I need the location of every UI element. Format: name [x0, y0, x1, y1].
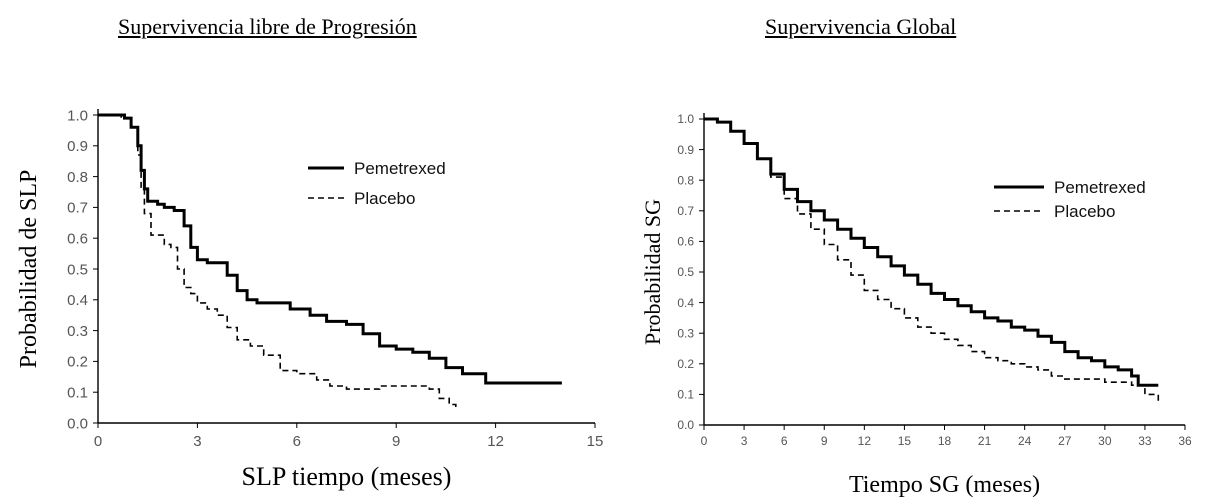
y-tick-label: 0.2 — [67, 354, 88, 371]
x-tick-label: 9 — [392, 433, 400, 450]
x-tick-label: 0 — [701, 434, 708, 448]
x-tick-label: 3 — [741, 434, 748, 448]
x-tick-label: 24 — [1018, 434, 1032, 448]
x-tick-label: 33 — [1138, 434, 1152, 448]
y-axis-title: Probabilidad de SLP — [16, 170, 42, 369]
x-tick-label: 0 — [94, 433, 102, 450]
x-tick-label: 6 — [293, 433, 301, 450]
y-tick-label: 0.2 — [677, 357, 694, 371]
x-tick-label: 9 — [821, 434, 828, 448]
x-tick-label: 6 — [781, 434, 788, 448]
y-tick-label: 1.0 — [677, 112, 694, 126]
y-tick-label: 0.5 — [677, 265, 694, 279]
y-tick-label: 0.7 — [67, 200, 88, 217]
x-tick-label: 30 — [1098, 434, 1112, 448]
chart-slp: 0.0 0.1 0.2 0.3 0.4 0.5 0.6 0.7 0.8 0.9 1.0 0 3 6 9 12 1… — [16, 107, 603, 491]
chart-title-sg: Supervivencia Global — [765, 14, 957, 39]
x-tick-label: 12 — [487, 433, 504, 450]
legend-label-pemetrexed: Pemetrexed — [354, 159, 446, 178]
y-tick-label: 0.4 — [67, 292, 88, 309]
chart-title-slp: Supervivencia libre de Progresión — [118, 14, 417, 39]
x-tick-label: 15 — [587, 433, 604, 450]
series-line-placebo — [98, 114, 457, 411]
y-tick-label: 0.0 — [677, 418, 694, 432]
x-tick-label: 36 — [1178, 434, 1192, 448]
legend-label-placebo: Placebo — [1054, 202, 1115, 221]
y-tick-label: 0.9 — [67, 138, 88, 155]
y-tick-label: 1.0 — [67, 107, 88, 124]
y-tick-label: 0.9 — [677, 143, 694, 157]
x-tick-label: 3 — [193, 433, 201, 450]
x-tick-label: 18 — [938, 434, 952, 448]
y-tick-label: 0.0 — [67, 415, 88, 432]
x-axis-title: Tiempo SG (meses) — [849, 472, 1040, 498]
y-tick-label: 0.3 — [67, 323, 88, 340]
x-tick-label: 21 — [978, 434, 992, 448]
y-axis-title: Probabilidad SG — [640, 199, 665, 345]
series-line-placebo — [704, 118, 1160, 404]
y-tick-label: 0.4 — [677, 296, 694, 310]
y-tick-label: 0.7 — [677, 204, 694, 218]
y-tick-label: 0.6 — [67, 230, 88, 247]
series-line-pemetrexed — [98, 113, 562, 385]
series-line-pemetrexed — [704, 117, 1159, 387]
y-tick-label: 0.5 — [67, 261, 88, 278]
y-tick-label: 0.6 — [677, 235, 694, 249]
chart-sg: 0.00.10.20.30.40.50.60.70.80.91.00 3 6 9 12 1… — [640, 112, 1192, 498]
y-tick-label: 0.8 — [67, 169, 88, 186]
y-tick-label: 0.1 — [677, 388, 694, 402]
y-tick-label: 0.1 — [67, 384, 88, 401]
y-tick-label: 0.8 — [677, 173, 694, 187]
legend-label-placebo: Placebo — [354, 189, 415, 208]
x-tick-label: 27 — [1058, 434, 1072, 448]
y-tick-label: 0.3 — [677, 326, 694, 340]
x-axis-title: SLP tiempo (meses) — [242, 462, 452, 491]
x-tick-label: 12 — [858, 434, 872, 448]
legend-label-pemetrexed: Pemetrexed — [1054, 178, 1146, 197]
x-tick-label: 15 — [898, 434, 912, 448]
